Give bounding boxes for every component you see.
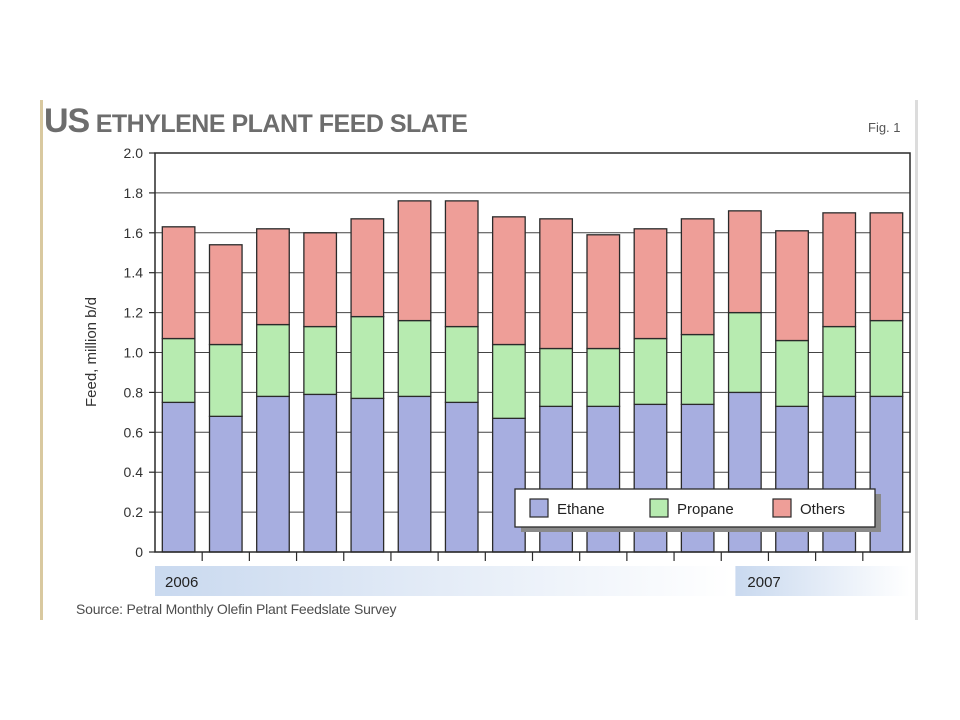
bar-segment-others [680, 218, 715, 336]
y-tick-label: 1.8 [124, 185, 144, 201]
bar-segment-ethane [256, 395, 290, 553]
y-tick-label: 1.6 [124, 225, 144, 241]
bar-segment-ethane [350, 397, 385, 553]
bar-segment-ethane [444, 401, 479, 553]
y-tick-label: 1.0 [124, 345, 144, 361]
y-tick-label: 0.6 [124, 424, 144, 440]
bar-segment-propane [539, 347, 574, 408]
legend: Ethane Propane Others [514, 488, 881, 532]
legend-label-propane: Propane [677, 501, 734, 518]
figure-left-border [40, 100, 43, 620]
bar-segment-others [586, 234, 621, 350]
bar-segment-propane [444, 325, 479, 404]
legend-label-ethane: Ethane [557, 501, 605, 518]
bar-segment-others [775, 230, 809, 342]
bar-segment-others [444, 200, 479, 328]
year-label-2006: 2006 [165, 574, 198, 591]
bar-segment-propane [303, 325, 338, 396]
bar-segment-propane [491, 343, 526, 419]
y-axis-label: Feed, million b/d [83, 297, 100, 407]
y-tick-label: 1.2 [124, 305, 144, 321]
bar-segment-propane [208, 343, 243, 417]
bar-segment-ethane [491, 417, 526, 553]
y-tick-label: 0.8 [124, 384, 144, 400]
year-band-2007 [735, 566, 910, 596]
bar-segment-propane [350, 315, 385, 400]
bar-segment-propane [727, 311, 762, 394]
y-tick-label: 0.4 [124, 464, 144, 480]
year-band: 2006 2007 [155, 566, 910, 596]
y-tick-label: 1.4 [124, 265, 144, 281]
bar-segment-propane [680, 333, 715, 406]
chart-title: US ETHYLENE PLANT FEED SLATE [44, 102, 468, 141]
bar-segment-others [727, 210, 762, 314]
figure-right-border [915, 100, 918, 620]
bar-segment-propane [775, 339, 809, 408]
bar-segment-ethane [397, 395, 432, 553]
chart-title-rest: ETHYLENE PLANT FEED SLATE [95, 110, 468, 138]
bar-segment-others [491, 216, 526, 346]
bar-segment-others [208, 244, 243, 346]
x-axis-ticks [201, 552, 864, 561]
bar-segment-ethane [208, 415, 243, 553]
bar-segment-others [633, 228, 668, 340]
bar-segment-ethane [303, 393, 338, 553]
bar-segment-others [161, 226, 196, 340]
bar-segment-others [256, 228, 290, 326]
legend-swatch-others [772, 498, 792, 518]
bar-segment-propane [822, 325, 857, 398]
y-tick-label: 2.0 [124, 145, 144, 161]
bar-segment-propane [869, 319, 904, 398]
bar-segment-propane [586, 347, 621, 408]
legend-box [514, 488, 876, 528]
year-band-2006 [155, 566, 732, 596]
bar-segment-others [539, 218, 574, 350]
bar-segment-others [822, 212, 857, 328]
bar-segment-others [869, 212, 904, 322]
bar-segment-propane [633, 337, 668, 406]
bar-segment-propane [397, 319, 432, 398]
bar-segment-others [397, 200, 432, 322]
legend-swatch-propane [649, 498, 669, 518]
source-note: Source: Petral Monthly Olefin Plant Feed… [76, 601, 397, 617]
bar-segment-propane [256, 323, 290, 398]
bar-segment-others [350, 218, 385, 318]
legend-swatch-ethane [529, 498, 549, 518]
year-label-2007: 2007 [747, 574, 780, 591]
bar-segment-others [303, 232, 338, 328]
y-tick-label: 0.2 [124, 504, 144, 520]
figure-number-label: Fig. 1 [868, 120, 901, 135]
bar-segment-ethane [161, 401, 196, 553]
y-tick-label: 0 [135, 544, 143, 560]
y-axis-ticks: 0 0.2 0.4 0.6 0.8 1.0 1.2 1.4 1.6 1.8 2.0 [124, 145, 155, 560]
bar-segment-propane [161, 337, 196, 404]
legend-label-others: Others [800, 501, 845, 518]
chart-title-prefix: US [44, 102, 90, 140]
